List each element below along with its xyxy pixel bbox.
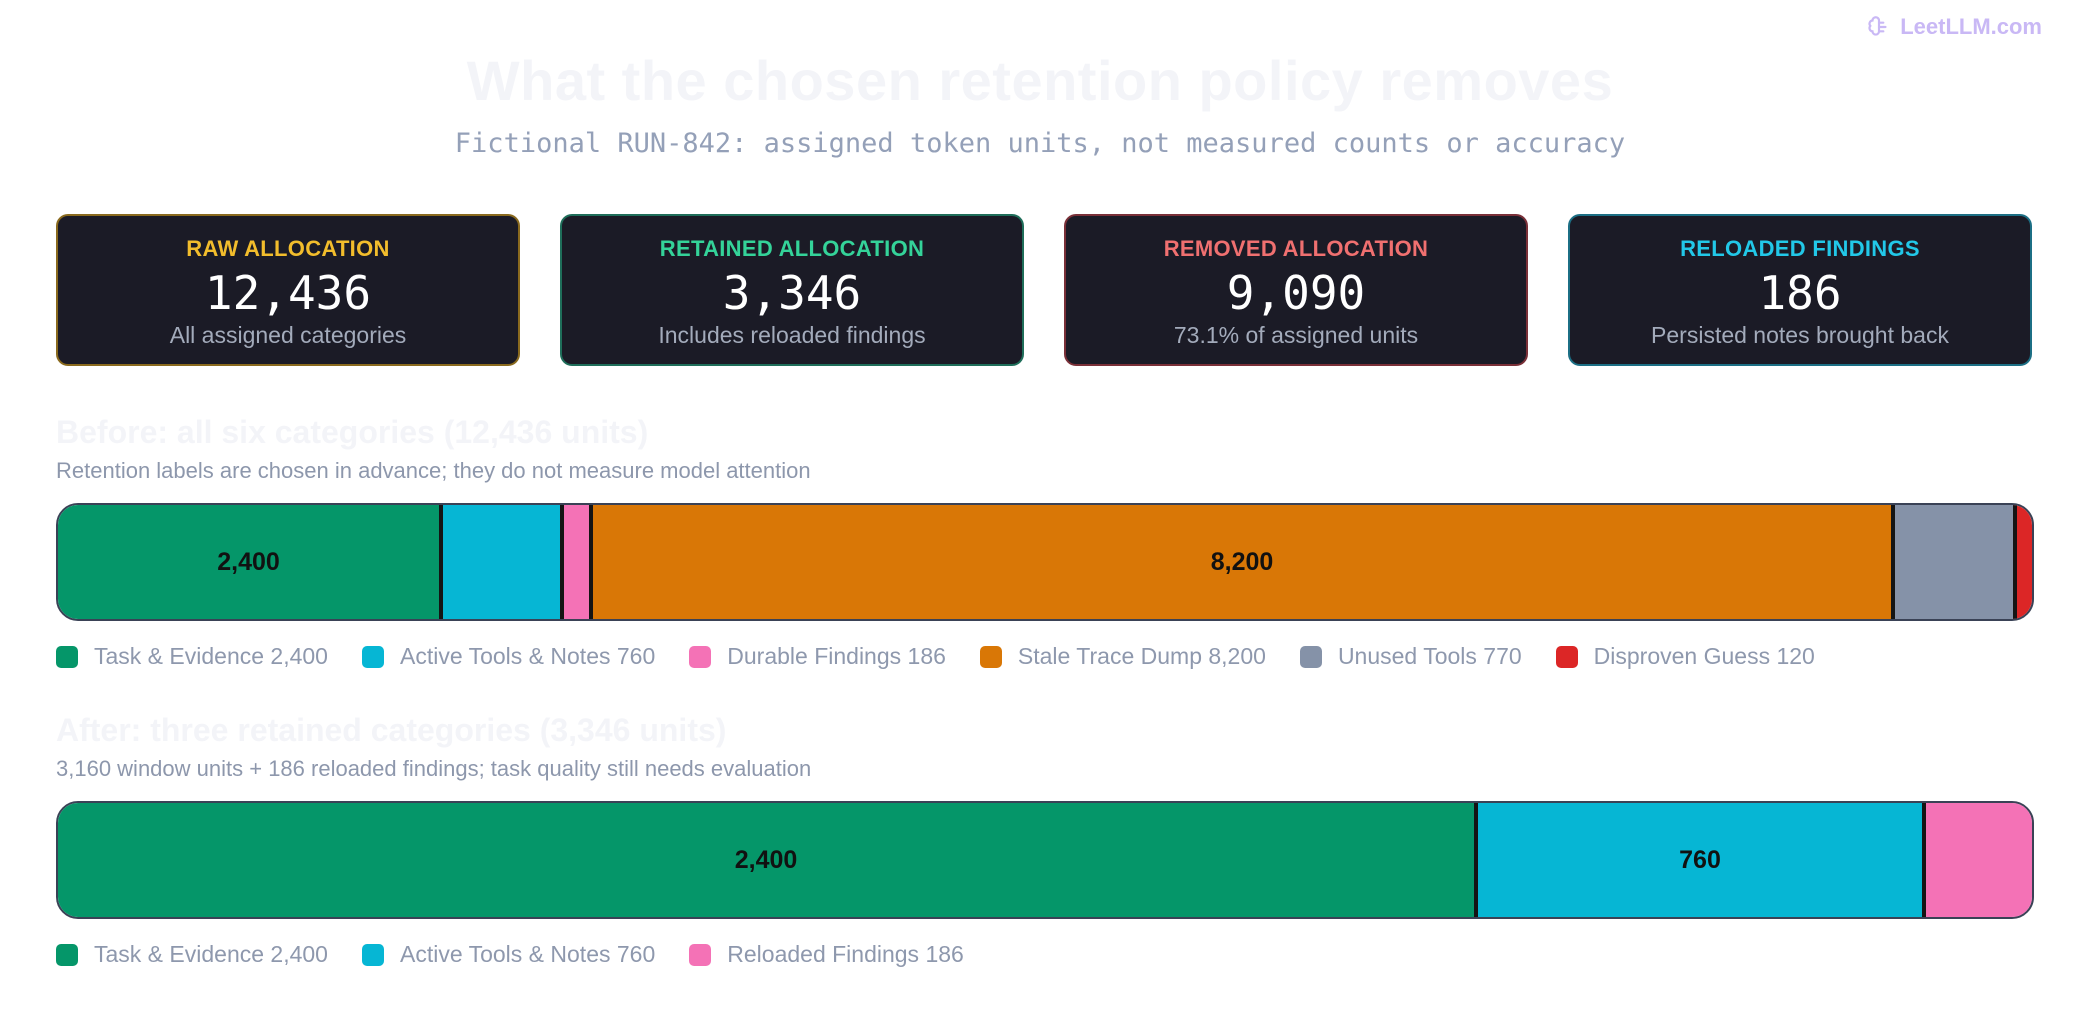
legend-item-unused-tools: Unused Tools 770 <box>1299 643 1522 670</box>
legend-swatch <box>1299 645 1322 668</box>
legend-item-task-and-evidence: Task & Evidence 2,400 <box>56 941 328 968</box>
bar-segment-durable-findings <box>560 505 589 619</box>
legend-label: Task & Evidence 2,400 <box>94 941 328 967</box>
page-title: What the chosen retention policy removes <box>466 49 1614 112</box>
legend-swatch <box>361 645 384 668</box>
legend-label: Active Tools & Notes 760 <box>399 643 656 669</box>
card-reloaded-findings: RELOADED FINDINGS 186 Persisted notes br… <box>1568 214 2032 366</box>
legend-item-active-tools-and-notes: Active Tools & Notes 760 <box>361 941 656 968</box>
legend-swatch <box>689 943 712 966</box>
legend-swatch <box>689 645 712 668</box>
legend-swatch <box>56 645 78 668</box>
legend-item-disproven-guess: Disproven Guess 120 <box>1555 643 1815 670</box>
data-label: 8,200 <box>1210 547 1274 576</box>
card-raw-allocation: RAW ALLOCATION 12,436 All assigned categ… <box>56 214 520 366</box>
legend-label: Active Tools & Notes 760 <box>399 941 656 967</box>
legend-item-reloaded-findings: Reloaded Findings 186 <box>689 941 964 968</box>
card-value: 186 <box>1758 266 1842 320</box>
bar-segment-active-tools-and-notes: 760 <box>1474 803 1922 917</box>
card-label: RETAINED ALLOCATION <box>659 236 925 261</box>
bar-segment-task-and-evidence: 2,400 <box>58 803 1474 917</box>
after-stacked-bar: 2,400 760 <box>56 801 2034 919</box>
before-chart-subtitle: Retention labels are chosen in advance; … <box>56 458 811 483</box>
card-value: 12,436 <box>204 266 372 320</box>
bar-segment-disproven-guess <box>2013 505 2032 619</box>
card-label: RELOADED FINDINGS <box>1680 236 1920 261</box>
card-retained-allocation: RETAINED ALLOCATION 3,346 Includes reloa… <box>560 214 1024 366</box>
bar-segment-reloaded-findings <box>1922 803 2032 917</box>
after-chart-subtitle: 3,160 window units + 186 reloaded findin… <box>56 756 812 781</box>
legend-swatch <box>361 943 384 966</box>
legend-label: Stale Trace Dump 8,200 <box>1017 643 1266 669</box>
card-note: 73.1% of assigned units <box>1173 322 1419 348</box>
bar-segment-task-and-evidence: 2,400 <box>58 505 439 619</box>
legend-label: Unused Tools 770 <box>1337 643 1522 669</box>
bar-segment-unused-tools <box>1891 505 2013 619</box>
page-subtitle: Fictional RUN-842: assigned token units,… <box>454 128 1626 159</box>
before-chart-title: Before: all six categories (12,436 units… <box>56 414 649 450</box>
legend-item-durable-findings: Durable Findings 186 <box>689 643 946 670</box>
legend-item-active-tools-and-notes: Active Tools & Notes 760 <box>361 643 656 670</box>
card-removed-allocation: REMOVED ALLOCATION 9,090 73.1% of assign… <box>1064 214 1528 366</box>
legend-swatch <box>56 943 78 966</box>
card-value: 3,346 <box>722 266 862 320</box>
card-note: Includes reloaded findings <box>658 322 926 348</box>
card-note: All assigned categories <box>169 322 407 348</box>
data-label: 760 <box>1679 845 1721 874</box>
before-legend: Task & Evidence 2,400 Active Tools & Note… <box>56 643 1849 670</box>
legend-label: Reloaded Findings 186 <box>727 941 964 967</box>
brand-name: LeetLLM.com <box>1900 14 2042 39</box>
brand-logo: LeetLLM.com <box>1866 14 2042 40</box>
summary-cards: RAW ALLOCATION 12,436 All assigned categ… <box>56 214 2034 370</box>
brain-icon <box>1868 16 1887 36</box>
card-value: 9,090 <box>1226 266 1366 320</box>
bar-segment-active-tools-and-notes <box>439 505 560 619</box>
legend-label: Task & Evidence 2,400 <box>94 643 328 669</box>
legend-swatch <box>979 645 1002 668</box>
card-label: RAW ALLOCATION <box>186 236 390 261</box>
card-note: Persisted notes brought back <box>1651 322 1949 348</box>
legend-item-stale-trace-dump: Stale Trace Dump 8,200 <box>979 643 1266 670</box>
legend-label: Durable Findings 186 <box>727 643 946 669</box>
legend-label: Disproven Guess 120 <box>1593 643 1815 669</box>
card-label: REMOVED ALLOCATION <box>1163 236 1429 261</box>
bar-segment-stale-trace-dump: 8,200 <box>589 505 1891 619</box>
before-stacked-bar: 2,400 8,200 <box>56 503 2034 621</box>
data-label: 2,400 <box>217 547 280 576</box>
after-legend: Task & Evidence 2,400 Active Tools & Note… <box>56 941 998 968</box>
legend-swatch <box>1555 645 1578 668</box>
data-label: 2,400 <box>734 845 798 874</box>
legend-item-task-and-evidence: Task & Evidence 2,400 <box>56 643 328 670</box>
after-chart-title: After: three retained categories (3,346 … <box>56 712 727 748</box>
